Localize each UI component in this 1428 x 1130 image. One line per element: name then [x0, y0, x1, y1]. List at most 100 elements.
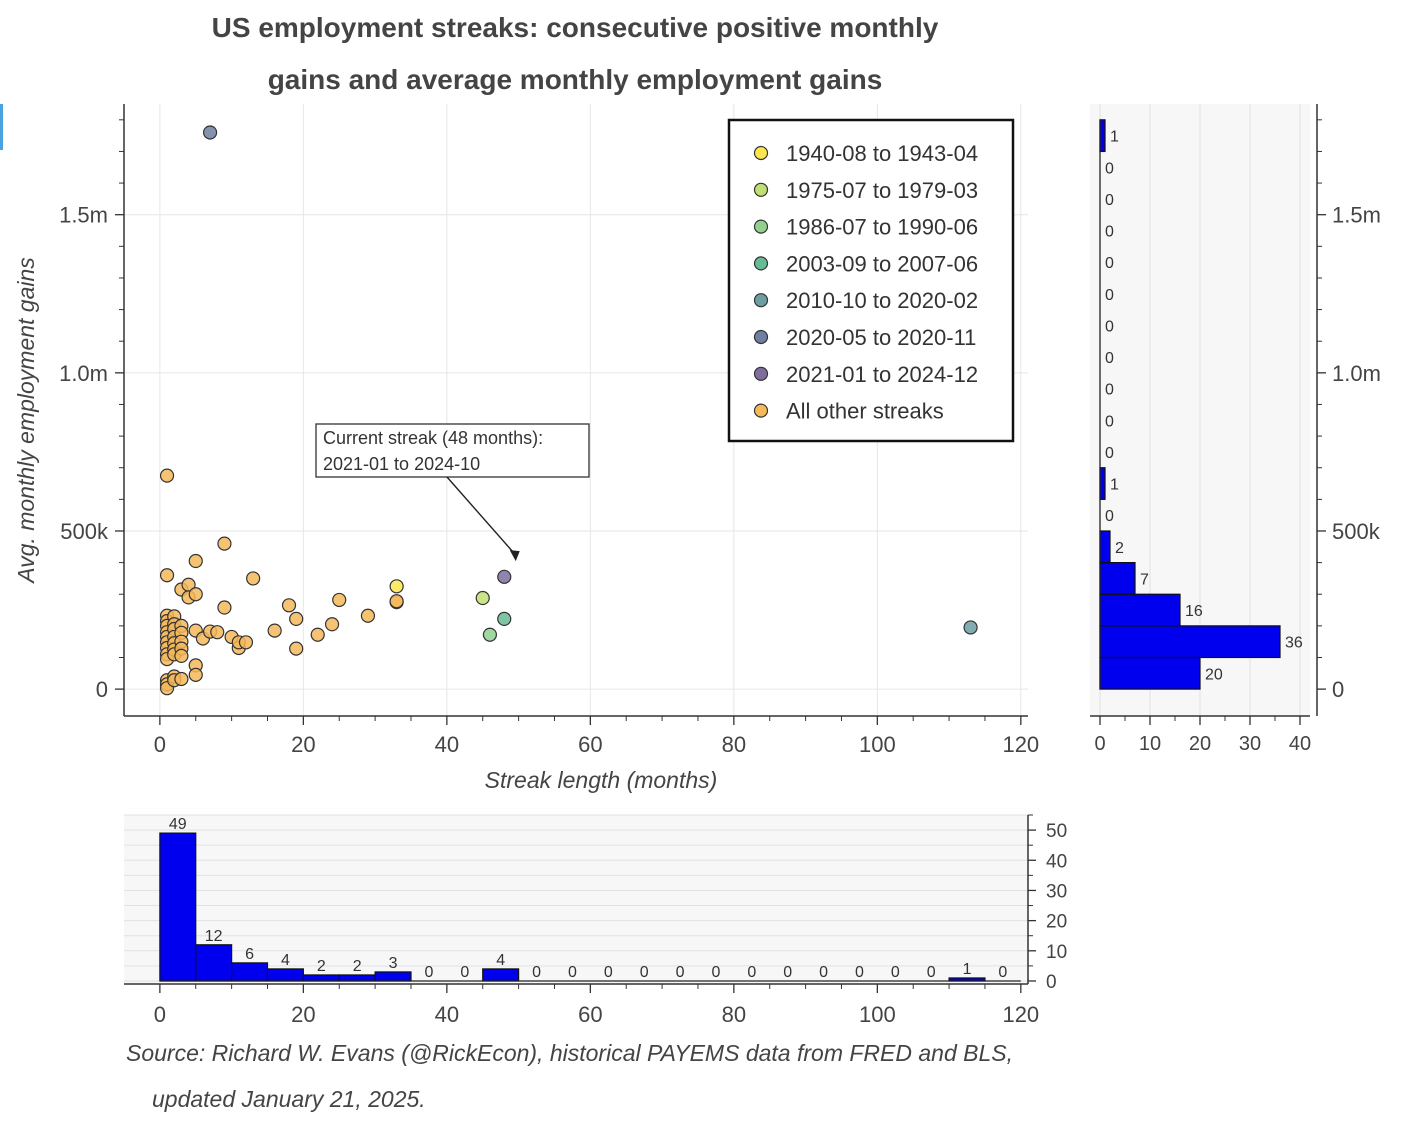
scatter-point: [289, 611, 304, 627]
annotation-line1: Current streak (48 months):: [323, 428, 543, 448]
yhist-bar-label: 0: [1105, 350, 1114, 367]
x-axis-label: Streak length (months): [485, 767, 718, 793]
xhist-bar-label: 0: [855, 964, 864, 981]
xhist-y-tick-label: 0: [1046, 972, 1057, 993]
xhist-bar-label: 0: [998, 964, 1007, 981]
scatter-point: [475, 590, 490, 606]
scatter-point: [389, 579, 404, 594]
xhist-x-tick-label: 40: [435, 1002, 459, 1027]
scatter-point: [324, 617, 340, 632]
xhist-bar-label: 0: [460, 964, 469, 981]
y-tick-label: 1.0m: [59, 361, 108, 386]
legend-label: 2010-10 to 2020-02: [786, 288, 978, 313]
yhist-bar-label: 0: [1105, 413, 1114, 430]
xhist-bar-label: 0: [424, 964, 433, 981]
scatter-point: [310, 627, 325, 642]
yhist-bar: [1099, 467, 1106, 500]
xhist-bar-label: 4: [281, 952, 290, 969]
xhist-bar-label: 0: [568, 964, 577, 981]
xhist-bar-label: 6: [245, 946, 254, 963]
scatter-point: [159, 568, 175, 583]
x-tick-label: 20: [291, 732, 315, 757]
xhist-bar-label: 0: [604, 964, 613, 981]
yhist-x-tick-label: 10: [1139, 733, 1161, 755]
xhist-bar: [231, 962, 269, 982]
xhist-bar-label: 4: [496, 952, 505, 969]
accent-bar: [0, 104, 3, 150]
yhist-y-tick-label: 1.0m: [1332, 361, 1381, 386]
x-tick-label: 60: [578, 732, 602, 757]
yhist-x-tick-label: 30: [1239, 733, 1261, 755]
yhist-x-tick-label: 0: [1094, 733, 1105, 755]
xhist-bar: [338, 974, 376, 982]
legend-swatch: [753, 403, 769, 418]
scatter-point: [497, 569, 512, 584]
xhist-bar-label: 49: [169, 816, 187, 833]
scatter-point: [217, 536, 232, 551]
yhist-bar-label: 0: [1105, 192, 1114, 209]
annotation-arrowhead: [509, 550, 520, 562]
xhist-bar-label: 2: [317, 958, 326, 975]
yhist-bar: [1099, 119, 1106, 153]
scatter-point: [267, 623, 282, 638]
xhist-y-tick-label: 30: [1046, 881, 1067, 902]
legend-swatch: [753, 293, 769, 308]
yhist-bar: [1099, 562, 1136, 595]
xhist-bar-label: 0: [711, 964, 720, 981]
scatter-point: [360, 608, 376, 623]
source-note: Source: Richard W. Evans (@RickEcon), hi…: [126, 1030, 1106, 1122]
scatter-point: [188, 553, 203, 569]
yhist-bar-label: 20: [1205, 666, 1223, 683]
xhist-x-tick-label: 0: [154, 1002, 166, 1027]
xhist-bar-label: 0: [640, 964, 649, 981]
xhist-x-tick-label: 60: [578, 1002, 602, 1027]
x-tick-label: 0: [154, 732, 166, 757]
xhist-y-tick-label: 20: [1046, 912, 1067, 933]
yhist-bar-label: 0: [1105, 508, 1114, 525]
scatter-point: [389, 594, 404, 609]
legend-label: 1986-07 to 1990-06: [786, 215, 978, 240]
yhist-bar-label: 16: [1185, 603, 1203, 620]
yhist-bar-label: 0: [1105, 318, 1114, 335]
chart-title: US employment streaks: consecutive posit…: [100, 2, 1050, 106]
scatter-point: [174, 648, 189, 664]
yhist-bar-label: 0: [1105, 382, 1114, 399]
xhist-x-tick-label: 120: [1002, 1002, 1039, 1027]
xhist-bar: [302, 974, 340, 982]
xhist-bar-label: 12: [205, 928, 223, 945]
yhist-bar-label: 7: [1140, 571, 1149, 588]
yhist-x-tick-label: 20: [1189, 733, 1211, 755]
xhist-y-tick-label: 40: [1046, 851, 1067, 872]
y-tick-label: 500k: [60, 519, 109, 544]
yhist-y-tick-label: 500k: [1332, 519, 1381, 544]
scatter-point: [963, 620, 978, 635]
yhist-y-tick-label: 1.5m: [1332, 203, 1381, 228]
legend-label: 1940-08 to 1943-04: [786, 141, 978, 166]
yhist-bar: [1099, 656, 1201, 690]
xhist-bar-label: 0: [819, 964, 828, 981]
annotation-box: [315, 423, 590, 478]
scatter-point: [497, 611, 512, 627]
yhist-x-tick-label: 40: [1289, 733, 1311, 755]
chart-title-line2: gains and average monthly employment gai…: [267, 64, 883, 95]
legend-swatch: [753, 219, 769, 234]
xhist-bar-label: 0: [927, 964, 936, 981]
chart-title-line1: US employment streaks: consecutive posit…: [211, 12, 939, 43]
xhist-bar-label: 0: [676, 964, 685, 981]
annotation-line2: 2021-01 to 2024-10: [323, 454, 480, 474]
scatter-point: [202, 125, 218, 140]
xhist-y-tick-label: 10: [1046, 942, 1067, 963]
scatter-point: [174, 671, 189, 687]
xhist-bar-label: 0: [891, 964, 900, 981]
legend-swatch: [753, 256, 769, 271]
yhist-bar-label: 2: [1115, 540, 1124, 557]
scatter-point: [159, 468, 175, 483]
yhist-bar-label: 0: [1105, 255, 1114, 272]
annotation-arrow: [446, 476, 517, 556]
scatter-point: [217, 600, 232, 615]
yhist-bar: [1099, 625, 1281, 659]
xhist-bar-label: 0: [783, 964, 792, 981]
xhist-bar-label: 2: [353, 958, 362, 975]
